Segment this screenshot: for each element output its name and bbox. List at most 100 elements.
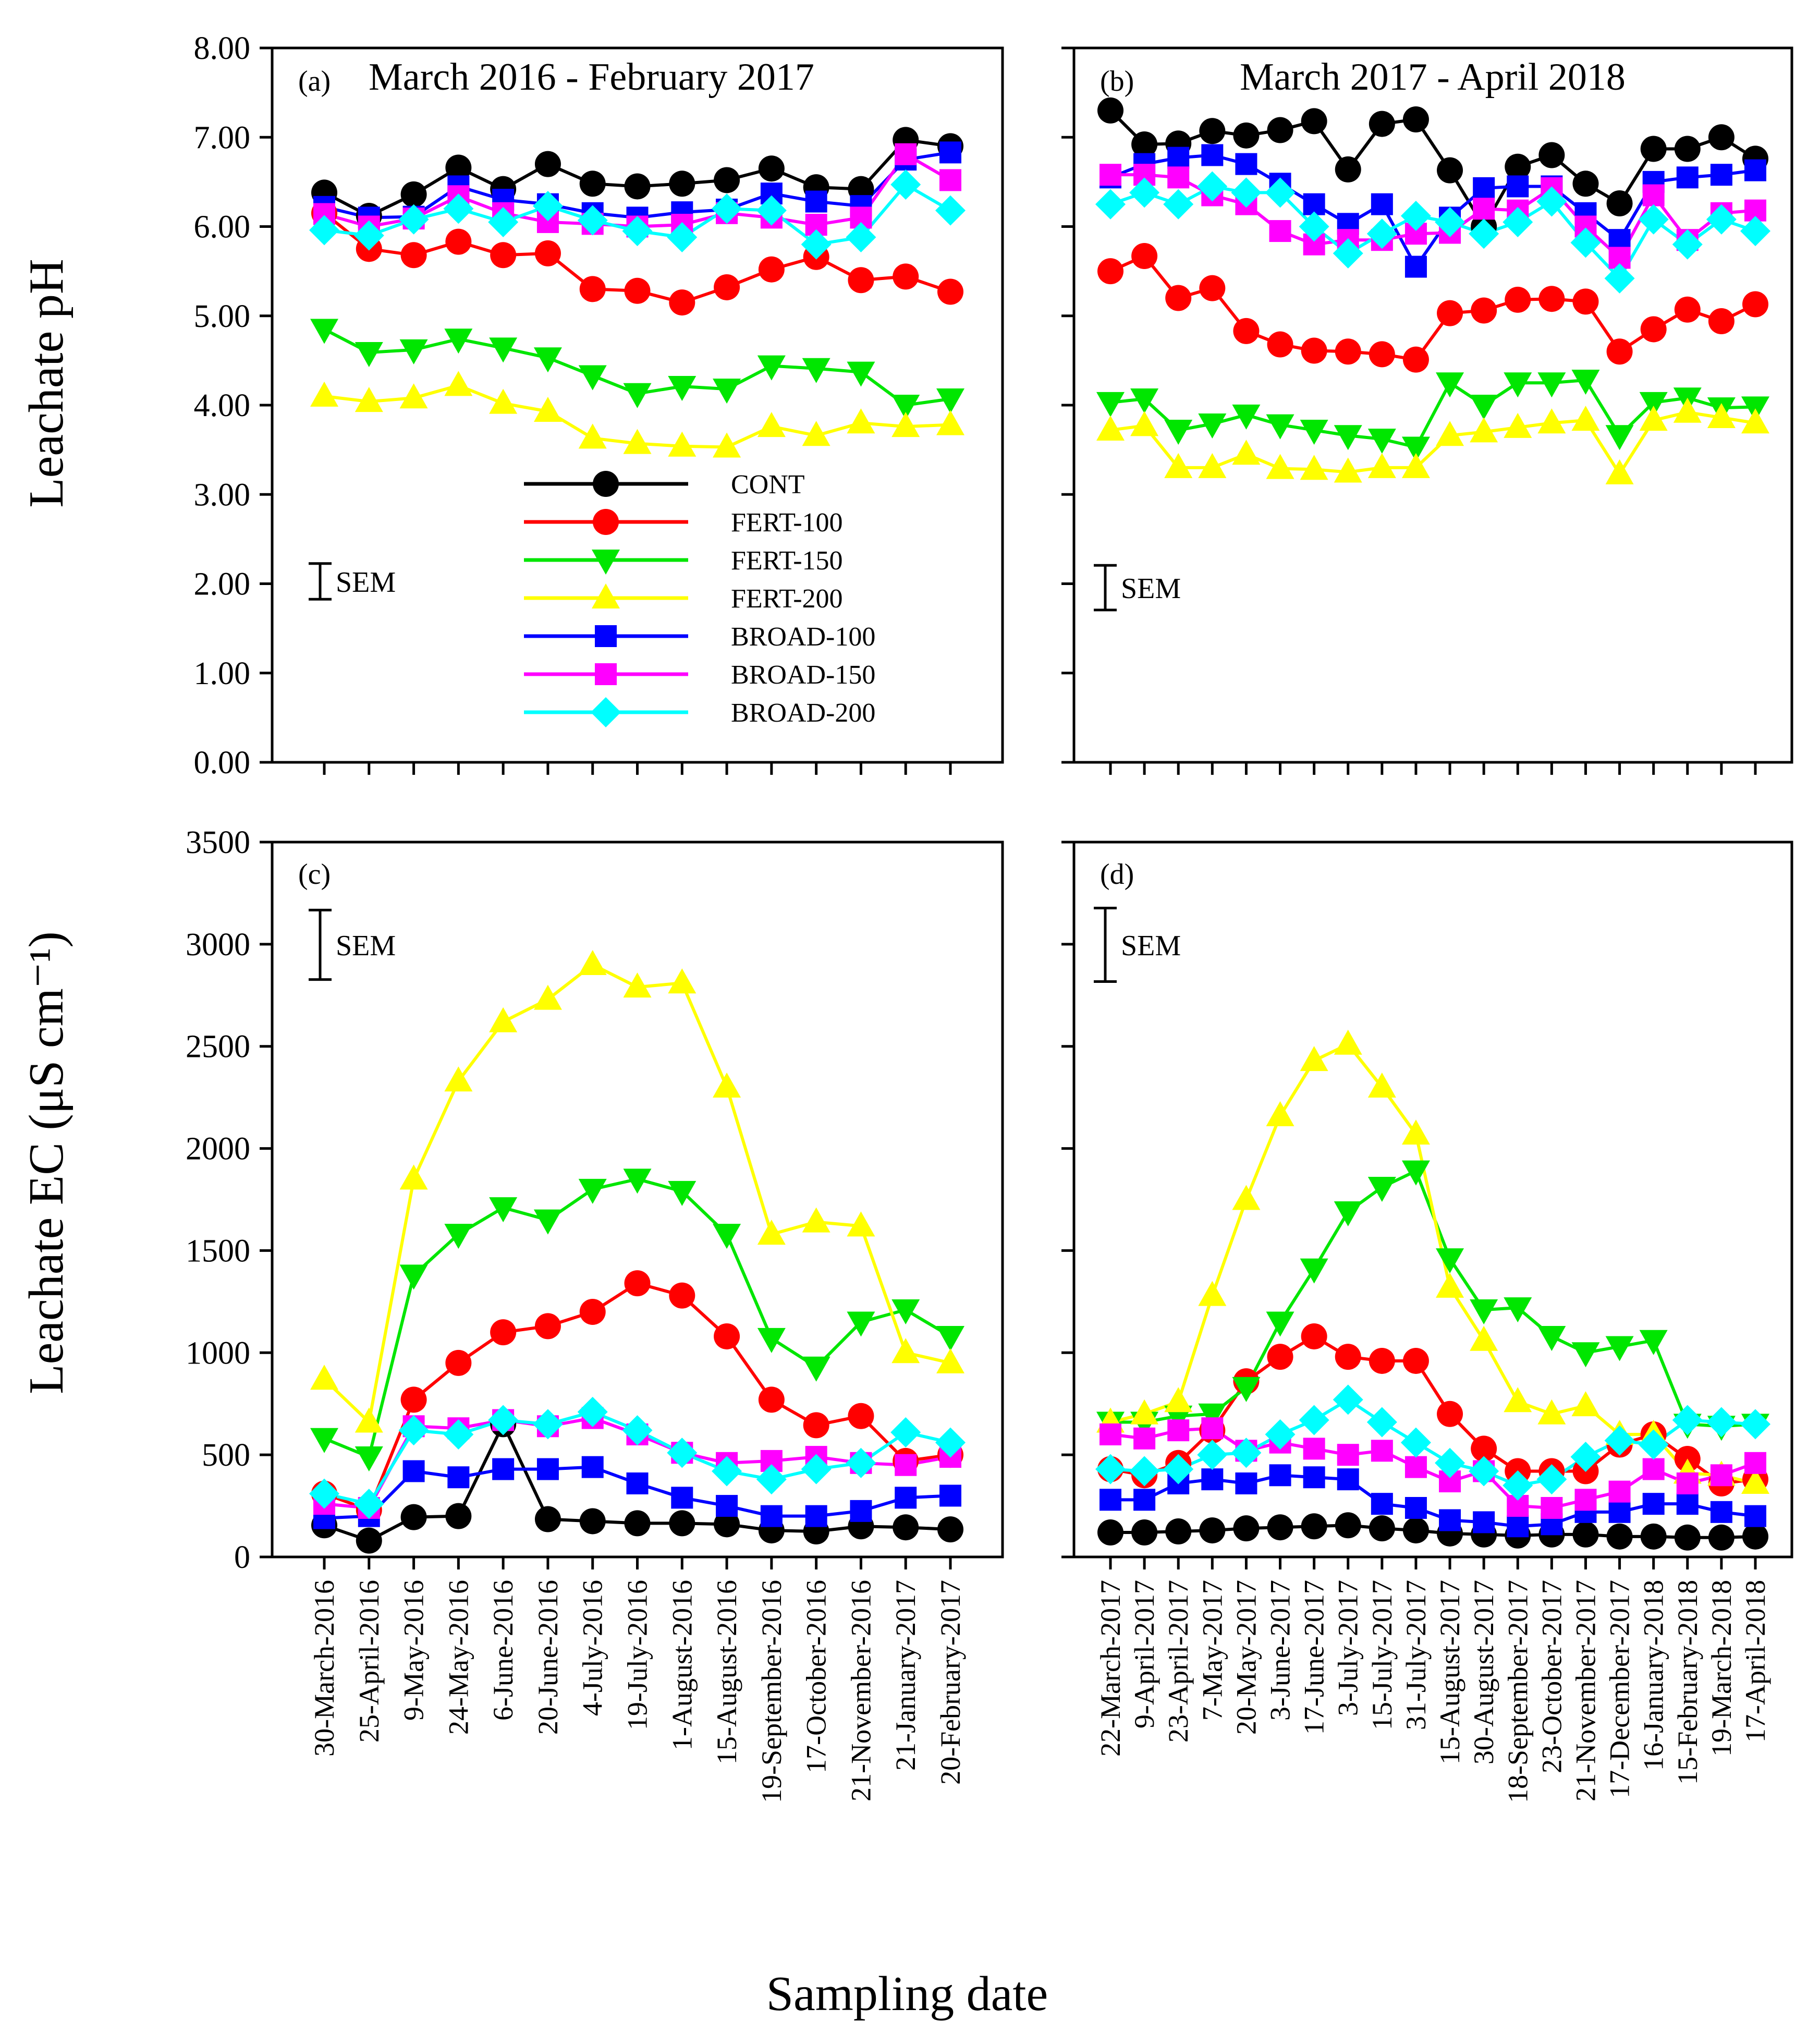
- data-point-d-fert-100: [1267, 1344, 1293, 1370]
- data-point-c-broad-200: [443, 1419, 474, 1450]
- data-point-b-cont: [1131, 131, 1158, 157]
- data-point-c-fert-100: [400, 1386, 427, 1413]
- data-point-c-fert-150: [489, 1197, 518, 1223]
- data-point-a-broad-200: [712, 193, 742, 224]
- data-point-a-broad-100: [805, 190, 827, 213]
- x-tick-label-d: 30-August-2017: [1468, 1580, 1499, 1764]
- data-point-d-broad-100: [1404, 1496, 1427, 1519]
- data-point-b-broad-200: [1740, 216, 1770, 247]
- data-point-d-broad-100: [1371, 1493, 1393, 1515]
- legend-marker-broad-100: [595, 625, 617, 647]
- data-point-b-cont: [1402, 106, 1429, 132]
- data-point-d-cont: [1267, 1514, 1293, 1541]
- data-point-d-fert-200: [1164, 1387, 1193, 1413]
- data-point-c-broad-200: [935, 1427, 966, 1458]
- data-point-c-broad-200: [309, 1478, 339, 1509]
- data-point-a-broad-200: [756, 195, 787, 226]
- x-tick-label-c: 19-September-2016: [756, 1580, 787, 1803]
- data-point-a-fert-150: [444, 328, 473, 354]
- data-point-c-fert-100: [579, 1298, 606, 1325]
- data-point-a-fert-200: [310, 381, 338, 407]
- legend-marker-broad-150: [595, 663, 617, 685]
- data-point-d-fert-100: [1369, 1347, 1395, 1374]
- data-point-c-broad-100: [716, 1495, 738, 1517]
- data-point-c-fert-150: [578, 1178, 607, 1204]
- data-point-c-broad-200: [353, 1489, 384, 1519]
- x-tick-label-d: 18-September-2017: [1502, 1580, 1533, 1803]
- data-point-b-fert-100: [1301, 337, 1327, 364]
- data-point-d-fert-200: [1470, 1325, 1498, 1351]
- ph-axis-label: Leachate pH: [19, 259, 74, 508]
- data-point-d-fert-100: [1437, 1401, 1463, 1427]
- data-point-b-fert-100: [1437, 300, 1463, 326]
- panel-title-a: March 2016 - February 2017: [369, 56, 814, 99]
- data-point-c-broad-100: [671, 1487, 693, 1509]
- data-point-c-broad-150: [895, 1454, 917, 1476]
- data-point-b-fert-100: [1335, 338, 1361, 365]
- data-point-d-broad-200: [1469, 1456, 1499, 1487]
- data-point-b-broad-200: [1163, 189, 1194, 220]
- data-point-b-cont: [1335, 156, 1361, 182]
- data-point-b-fert-150: [1198, 413, 1227, 439]
- x-tick-label-d: 3-June-2017: [1265, 1580, 1296, 1721]
- data-point-b-cont: [1505, 153, 1531, 180]
- data-point-b-broad-200: [1129, 177, 1160, 208]
- ec-axis-label: Leachate EC (μS cm⁻¹): [19, 931, 74, 1394]
- y-tick-label-c: 2500: [186, 1029, 250, 1065]
- y-tick-label-c: 2000: [186, 1131, 250, 1167]
- data-point-a-broad-200: [309, 215, 339, 246]
- data-point-b-fert-100: [1199, 275, 1226, 301]
- data-point-b-fert-200: [1707, 403, 1736, 428]
- y-tick-label-c: 1500: [186, 1233, 250, 1269]
- data-point-c-broad-200: [667, 1438, 698, 1468]
- data-point-c-cont: [534, 1506, 561, 1532]
- legend: CONT FERT-100 FERT-150 FERT-200 BROAD-100 BRO…: [524, 470, 875, 728]
- data-point-d-fert-150: [1300, 1258, 1328, 1284]
- panel-d: 22-March-2017 9-April-2017 23-April-2017 7-…: [1061, 841, 1793, 1803]
- legend-label-fert-100: FERT-100: [731, 508, 843, 538]
- data-point-d-broad-200: [1366, 1407, 1397, 1438]
- data-point-c-fert-150: [847, 1311, 875, 1337]
- data-point-a-fert-200: [936, 410, 964, 435]
- x-tick-label-d: 15-August-2017: [1434, 1580, 1465, 1764]
- x-tick-label-c: 21-November-2016: [845, 1580, 876, 1801]
- data-point-a-cont: [624, 173, 651, 200]
- data-point-b-fert-100: [1369, 341, 1395, 368]
- data-point-c-broad-100: [895, 1487, 917, 1509]
- data-point-d-broad-150: [1744, 1452, 1766, 1474]
- data-point-d-fert-150: [1504, 1297, 1532, 1323]
- data-point-c-broad-200: [398, 1415, 429, 1446]
- data-point-c-fert-150: [891, 1299, 920, 1325]
- data-point-a-cont: [714, 167, 740, 193]
- data-point-c-fert-200: [802, 1207, 830, 1233]
- plot-frame-d: [1072, 841, 1793, 1559]
- data-point-b-broad-150: [1167, 166, 1190, 189]
- data-point-d-broad-150: [1133, 1427, 1156, 1450]
- y-tick-label-a: 3.00: [194, 477, 251, 513]
- legend-marker-fert-150: [592, 550, 620, 575]
- y-tick-label-c: 1000: [186, 1335, 250, 1371]
- data-point-b-broad-200: [1435, 206, 1465, 237]
- y-tick-label-a: 0.00: [194, 745, 251, 781]
- data-point-b-fert-150: [1334, 425, 1362, 451]
- data-point-d-broad-100: [1269, 1464, 1291, 1487]
- data-point-c-broad-100: [626, 1472, 649, 1494]
- data-point-c-fert-200: [310, 1365, 338, 1390]
- data-point-c-broad-200: [756, 1464, 787, 1495]
- data-point-d-fert-200: [1436, 1272, 1464, 1298]
- data-point-d-cont: [1301, 1513, 1327, 1540]
- legend-label-broad-200: BROAD-200: [731, 698, 875, 728]
- data-point-d-broad-200: [1095, 1454, 1126, 1484]
- data-point-d-broad-150: [1303, 1438, 1325, 1460]
- data-point-d-broad-200: [1163, 1454, 1194, 1484]
- data-point-b-broad-200: [1231, 177, 1262, 208]
- data-point-a-fert-100: [579, 276, 606, 302]
- data-point-c-broad-200: [712, 1456, 742, 1487]
- data-point-d-broad-100: [1507, 1515, 1529, 1538]
- data-point-d-fert-150: [1266, 1311, 1294, 1337]
- data-point-c-broad-200: [488, 1405, 519, 1435]
- y-tick-label-a: 4.00: [194, 388, 251, 423]
- data-point-d-broad-150: [1201, 1417, 1224, 1440]
- data-point-a-cont: [400, 181, 427, 208]
- data-point-d-broad-200: [1129, 1456, 1160, 1487]
